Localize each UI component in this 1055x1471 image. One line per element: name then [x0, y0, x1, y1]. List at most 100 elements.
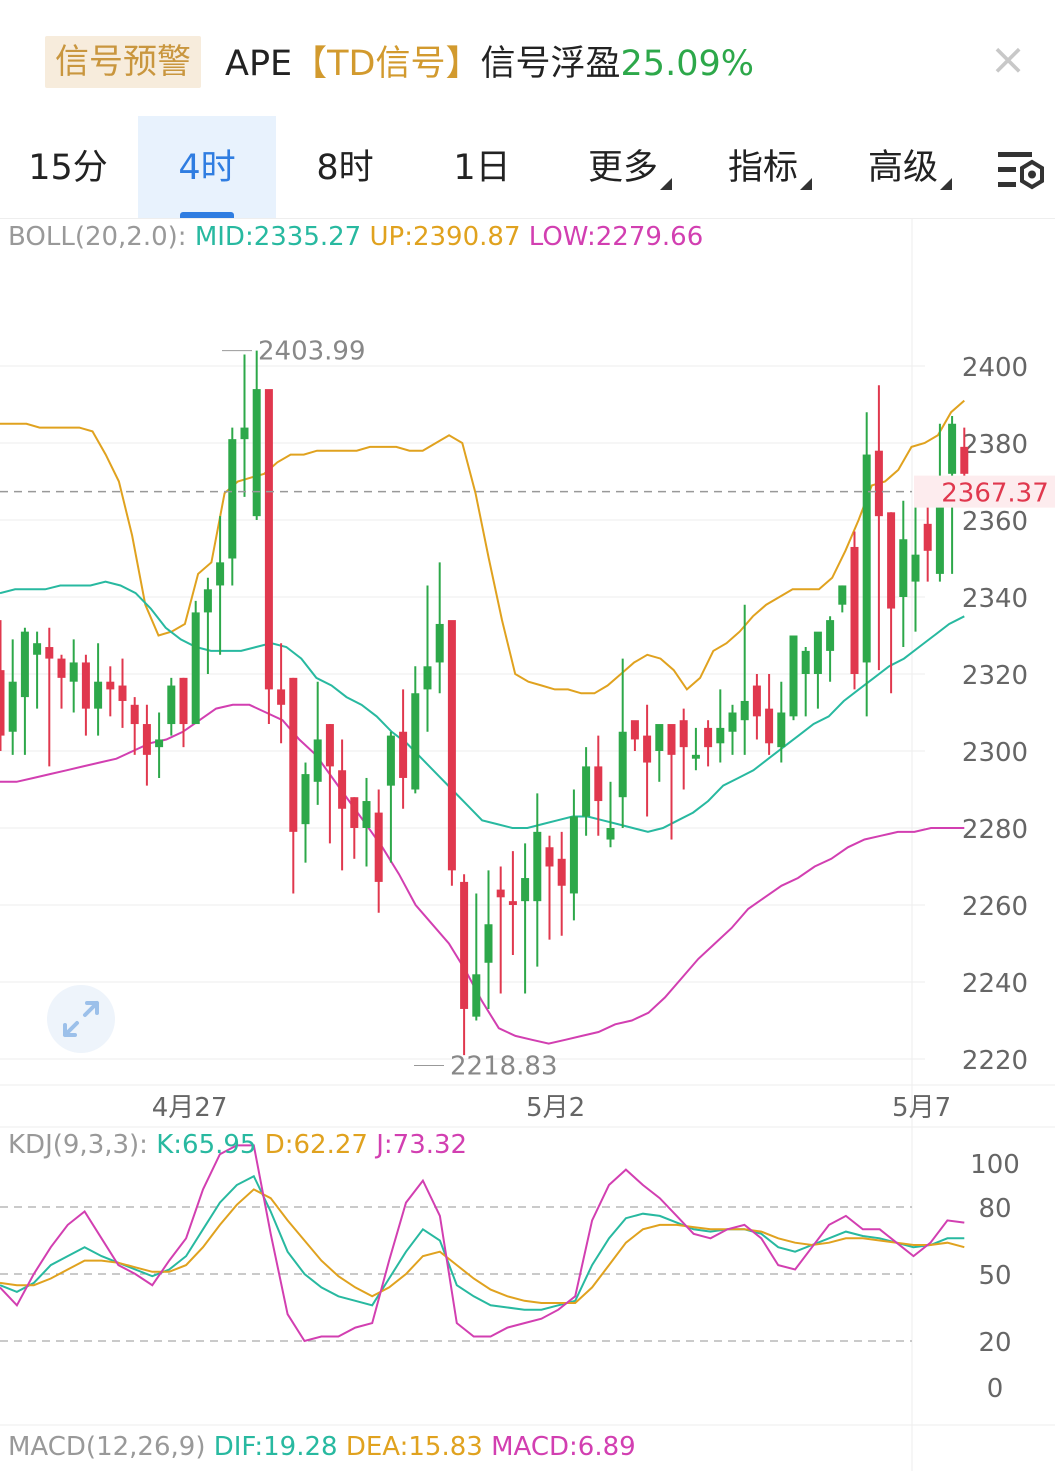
current-price-label: 2367.37 [941, 479, 1049, 509]
candle-up [606, 828, 615, 840]
candle-up [386, 735, 395, 786]
candle-down [130, 704, 139, 725]
boll-middle-line [0, 580, 965, 833]
price-tick-label: 2240 [962, 969, 1028, 999]
expand-chart-button[interactable] [47, 985, 115, 1053]
candle-up [899, 539, 908, 597]
candle-down [179, 677, 188, 725]
candle-down [887, 512, 896, 609]
candle-down [289, 677, 298, 832]
active-tab-indicator [180, 212, 234, 218]
candle-up [691, 754, 700, 759]
signal-header: 信号预警 APE【TD信号】信号浮盈25.09% × [0, 0, 1055, 116]
price-tick-label: 2380 [962, 430, 1028, 460]
kdj-tick-label: 50 [978, 1261, 1011, 1291]
td-signal-tag: 【TD信号】 [292, 44, 481, 84]
candle-up [167, 685, 176, 725]
tab-more[interactable]: 更多 [575, 116, 685, 218]
candle-up [618, 731, 627, 798]
candle-up [789, 635, 798, 717]
kdj-d-value: D:62.27 [264, 1130, 368, 1160]
tab-label: 指标 [727, 148, 798, 188]
candle-up [484, 924, 493, 963]
macd-macd-value: MACD:6.89 [491, 1432, 636, 1462]
candle-up [240, 427, 249, 440]
low-price-label: 2218.83 [450, 1052, 558, 1082]
macd-dea-value: DEA:15.83 [345, 1432, 483, 1462]
price-tick-label: 2400 [962, 353, 1028, 383]
signal-title: APE【TD信号】信号浮盈25.09% [225, 38, 754, 90]
candle-down [765, 708, 774, 744]
candle-up [252, 389, 261, 517]
candle-down [960, 446, 969, 474]
candle-down [667, 724, 676, 755]
high-price-label: 2403.99 [258, 337, 366, 367]
kdj-k-value: K:65.95 [156, 1130, 257, 1160]
symbol-label: APE [225, 44, 293, 84]
candle-up [582, 766, 591, 817]
close-icon[interactable]: × [989, 34, 1027, 85]
candle-up [423, 666, 432, 690]
tab-1d[interactable]: 1日 [414, 116, 550, 218]
candle-up [313, 739, 322, 782]
signal-text: 信号浮盈 [480, 44, 621, 84]
dropdown-triangle-icon [660, 178, 672, 190]
tab-indicators[interactable]: 指标 [715, 116, 825, 218]
candle-up [411, 693, 420, 790]
candle-up [948, 423, 957, 474]
price-tick-label: 2320 [962, 661, 1028, 691]
tab-label: 1日 [453, 148, 511, 188]
candle-down [264, 389, 273, 690]
candle-up [740, 700, 749, 721]
tab-15m[interactable]: 15分 [0, 116, 136, 218]
tab-advanced[interactable]: 高级 [855, 116, 965, 218]
candle-down [277, 689, 286, 705]
candle-down [81, 662, 90, 709]
kdj-name: KDJ(9,3,3): [8, 1130, 148, 1160]
candle-up [911, 554, 920, 582]
candle-up [862, 454, 871, 663]
kdj-k-line [0, 1174, 965, 1311]
candle-up [801, 650, 810, 674]
dropdown-triangle-icon [940, 178, 952, 190]
timeframe-tabs: 15分 4时 8时 1日 更多 指标 高级 [0, 116, 1055, 219]
candle-up [203, 589, 212, 613]
macd-legend: MACD(12,26,9) DIF:19.28 DEA:15.83 MACD:6… [8, 1432, 636, 1462]
candle-up [569, 816, 578, 894]
candle-up [94, 681, 103, 709]
candle-down [630, 720, 639, 740]
candle-down [374, 812, 383, 882]
boll-up-value: UP:2390.87 [369, 222, 521, 252]
candle-up [935, 477, 944, 574]
candle-down [325, 724, 334, 767]
candle-up [301, 774, 310, 825]
price-tick-label: 2220 [962, 1046, 1028, 1076]
candle-down [679, 720, 688, 748]
boll-legend: BOLL(20,2.0): MID:2335.27 UP:2390.87 LOW… [8, 222, 703, 252]
candle-up [813, 631, 822, 674]
candle-down [338, 770, 347, 809]
candle-up [826, 620, 835, 651]
tab-label: 更多 [587, 148, 658, 188]
chart-settings-icon[interactable] [996, 148, 1046, 192]
candle-up [655, 724, 664, 751]
time-tick-label: 5月7 [892, 1093, 951, 1123]
candle-down [57, 658, 66, 678]
macd-name: MACD(12,26,9) [8, 1432, 206, 1462]
candle-up [728, 712, 737, 732]
candle-up [362, 801, 371, 828]
tab-4h[interactable]: 4时 [138, 116, 276, 218]
price-tick-label: 2280 [962, 815, 1028, 845]
candle-down [118, 685, 127, 701]
boll-mid-value: MID:2335.27 [194, 222, 362, 252]
kdj-tick-label: 20 [978, 1328, 1011, 1358]
candle-up [533, 831, 542, 902]
candle-down [923, 523, 932, 551]
candle-up [435, 623, 444, 663]
tab-8h[interactable]: 8时 [276, 116, 414, 218]
kdj-tick-label: 100 [970, 1150, 1020, 1180]
candle-down [545, 847, 554, 867]
signal-profit-value: 25.09% [620, 44, 754, 84]
candle-up [33, 643, 42, 655]
